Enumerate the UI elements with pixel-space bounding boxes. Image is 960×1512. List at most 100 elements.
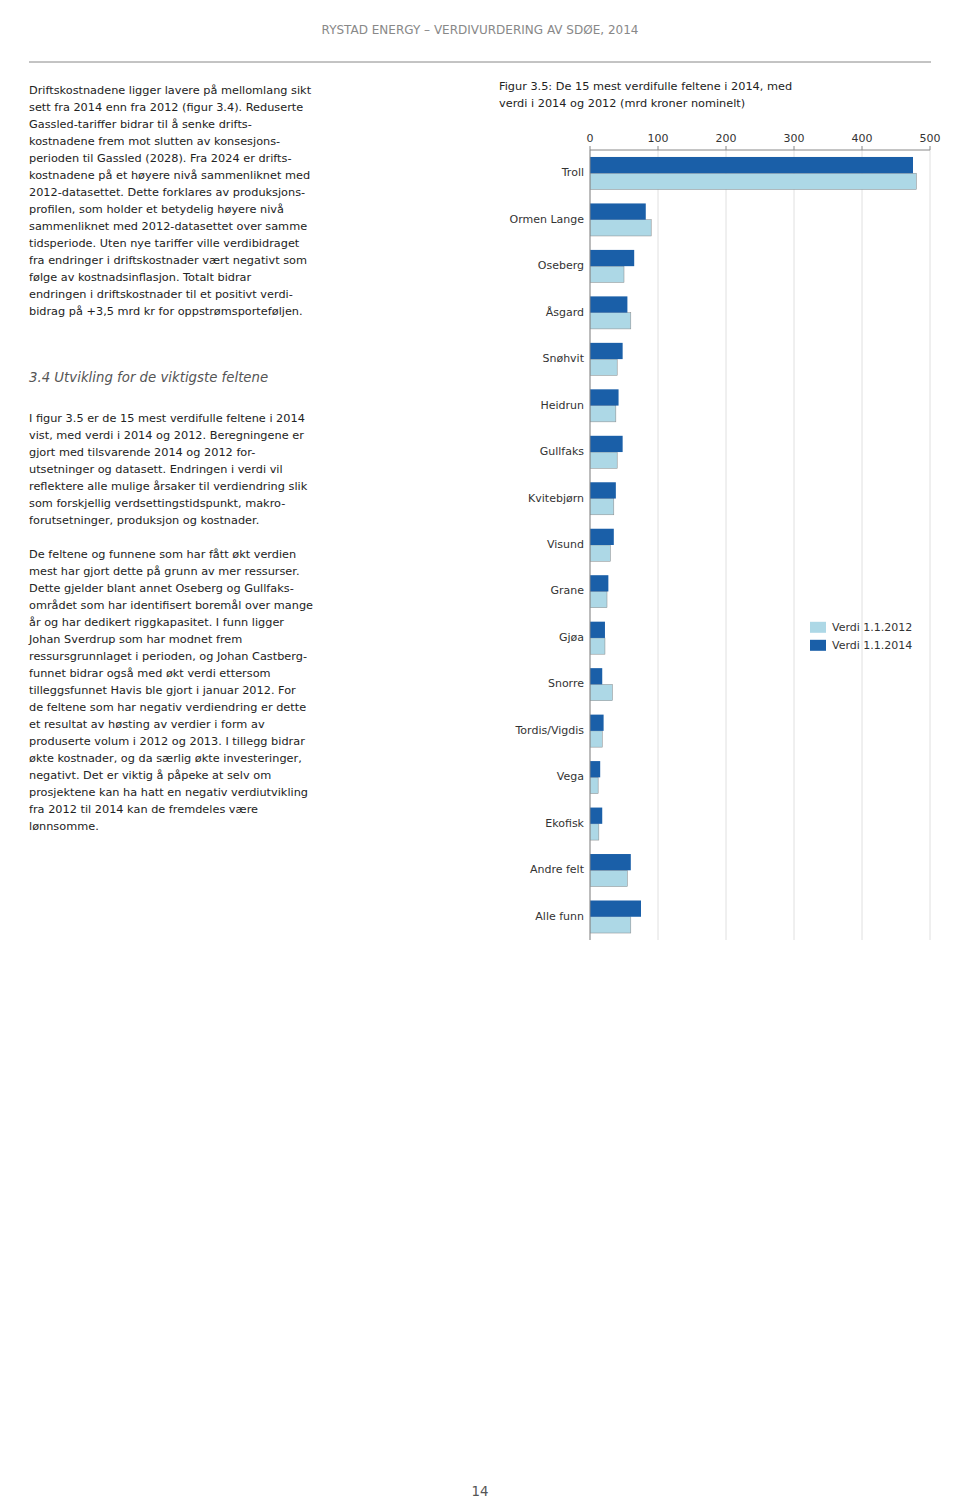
bar	[590, 313, 631, 329]
category-label: Tordis/Vigdis	[515, 724, 585, 737]
bar	[590, 575, 608, 591]
body-text: perioden til Gassled (2028). Fra 2024 er…	[29, 152, 292, 165]
bar	[590, 777, 598, 793]
body-text: år og har dedikert riggkapasitet. I funn…	[29, 616, 284, 629]
tick-mark	[590, 146, 591, 150]
body-text: følge av kostnadsinflasjon. Totalt bidra…	[29, 271, 252, 284]
body-text: mest har gjort dette på grunn av mer res…	[29, 565, 300, 578]
category-label: Oseberg	[538, 259, 584, 272]
bar	[590, 250, 634, 266]
legend-swatch	[810, 640, 826, 651]
category-label: Visund	[547, 538, 584, 551]
section-header: 3.4 Utvikling for de viktigste feltene	[29, 370, 268, 385]
body-text: de feltene som har negativ verdiendring …	[29, 701, 306, 714]
category-label: Gjøa	[559, 631, 584, 644]
grid-line	[930, 150, 931, 940]
body-text: kostnadene frem mot slutten av konsesjon…	[29, 135, 280, 148]
bar	[590, 220, 651, 236]
body-text: produserte volum i 2012 og 2013. I tille…	[29, 735, 305, 748]
body-text: sammenliknet med 2012-datasettet over sa…	[29, 220, 307, 233]
body-text: forutsetninger, produksjon og kostnader.	[29, 514, 259, 527]
bar	[590, 870, 627, 886]
bar	[590, 389, 619, 405]
body-text: vist, med verdi i 2014 og 2012. Beregnin…	[29, 429, 304, 442]
bar	[590, 296, 627, 312]
category-label: Ormen Lange	[509, 213, 584, 226]
grid-line	[726, 150, 727, 940]
bar	[590, 731, 602, 747]
bar	[590, 591, 607, 607]
bar	[590, 266, 624, 282]
bar	[590, 343, 623, 359]
grid-line	[658, 150, 659, 940]
tick-label: 500	[920, 132, 941, 145]
header-rule	[29, 62, 931, 63]
body-text: De feltene og funnene som har fått økt v…	[29, 548, 296, 561]
body-text: Gassled-tariffer bidrar til å senke drif…	[29, 118, 252, 131]
category-label: Heidrun	[540, 399, 584, 412]
bar	[590, 482, 616, 498]
bar	[590, 173, 916, 189]
bar	[590, 684, 612, 700]
body-text: endringen i driftskostnader til et posit…	[29, 288, 293, 301]
category-label: Gullfaks	[540, 445, 585, 458]
category-label: Grane	[550, 584, 584, 597]
category-label: Ekofisk	[545, 817, 584, 830]
body-text: reflektere alle mulige årsaker til verdi…	[29, 480, 308, 493]
chart-title: Figur 3.5: De 15 mest verdifulle feltene…	[499, 80, 792, 93]
legend-label: Verdi 1.1.2014	[832, 639, 912, 652]
body-text: tidsperiode. Uten nye tariffer ville ver…	[29, 237, 300, 250]
tick-mark	[658, 146, 659, 150]
legend-label: Verdi 1.1.2012	[832, 621, 912, 634]
body-text: utsetninger og datasett. Endringen i ver…	[29, 463, 283, 476]
tick-mark	[930, 146, 931, 150]
tick-mark	[794, 146, 795, 150]
body-text: sett fra 2014 enn fra 2012 (figur 3.4). …	[29, 101, 303, 114]
bar	[590, 901, 641, 917]
bar	[590, 203, 646, 219]
bar	[590, 359, 617, 375]
grid-line	[590, 150, 591, 940]
body-text: et resultat av høsting av verdier i form…	[29, 718, 265, 731]
body-text: tilleggsfunnet Havis ble gjort i januar …	[29, 684, 296, 697]
category-label: Kvitebjørn	[528, 492, 584, 505]
bar	[590, 622, 605, 638]
bar	[590, 499, 614, 515]
legend-swatch	[810, 622, 826, 633]
body-text: fra endringer i driftskostnader vært neg…	[29, 254, 307, 267]
bar	[590, 436, 623, 452]
background	[0, 0, 960, 1512]
page-number: 14	[472, 1484, 489, 1499]
page-header: RYSTAD ENERGY – VERDIVURDERING AV SDØE, …	[322, 23, 639, 37]
body-text: området som har identifisert boremål ove…	[29, 599, 313, 612]
bar	[590, 157, 913, 173]
tick-label: 300	[784, 132, 805, 145]
tick-label: 400	[852, 132, 873, 145]
bar	[590, 761, 600, 777]
category-label: Snøhvit	[542, 352, 584, 365]
body-text: kostnadene på et høyere nivå sammenlikne…	[29, 169, 310, 182]
category-label: Alle funn	[535, 910, 584, 923]
body-text: Driftskostnadene ligger lavere på mellom…	[29, 84, 312, 97]
tick-mark	[726, 146, 727, 150]
category-label: Åsgard	[546, 306, 584, 319]
tick-label: 0	[587, 132, 594, 145]
body-text: som forskjellig verdsettingstidspunkt, m…	[29, 497, 285, 510]
x-axis	[590, 150, 930, 151]
bar	[590, 854, 631, 870]
bar	[590, 808, 602, 824]
tick-label: 200	[716, 132, 737, 145]
body-text: funnet bidrar også med økt verdi etterso…	[29, 667, 271, 680]
category-label: Snorre	[548, 677, 584, 690]
body-text: fra 2012 til 2014 kan de fremdeles være	[29, 803, 258, 816]
body-text: profilen, som holder et betydelig høyere…	[29, 203, 284, 216]
chart: 0 100 200 300 400 500 Troll Ormen Lange Oseberg Å…	[509, 132, 940, 940]
body-text: Johan Sverdrup som har modnet frem	[28, 633, 242, 646]
grid-line	[794, 150, 795, 940]
bar	[590, 452, 617, 468]
category-label: Troll	[561, 166, 584, 179]
body-text: økte kostnader, og da særlig økte invest…	[29, 752, 302, 765]
bar	[590, 668, 602, 684]
bar	[590, 529, 614, 545]
tick-label: 100	[648, 132, 669, 145]
